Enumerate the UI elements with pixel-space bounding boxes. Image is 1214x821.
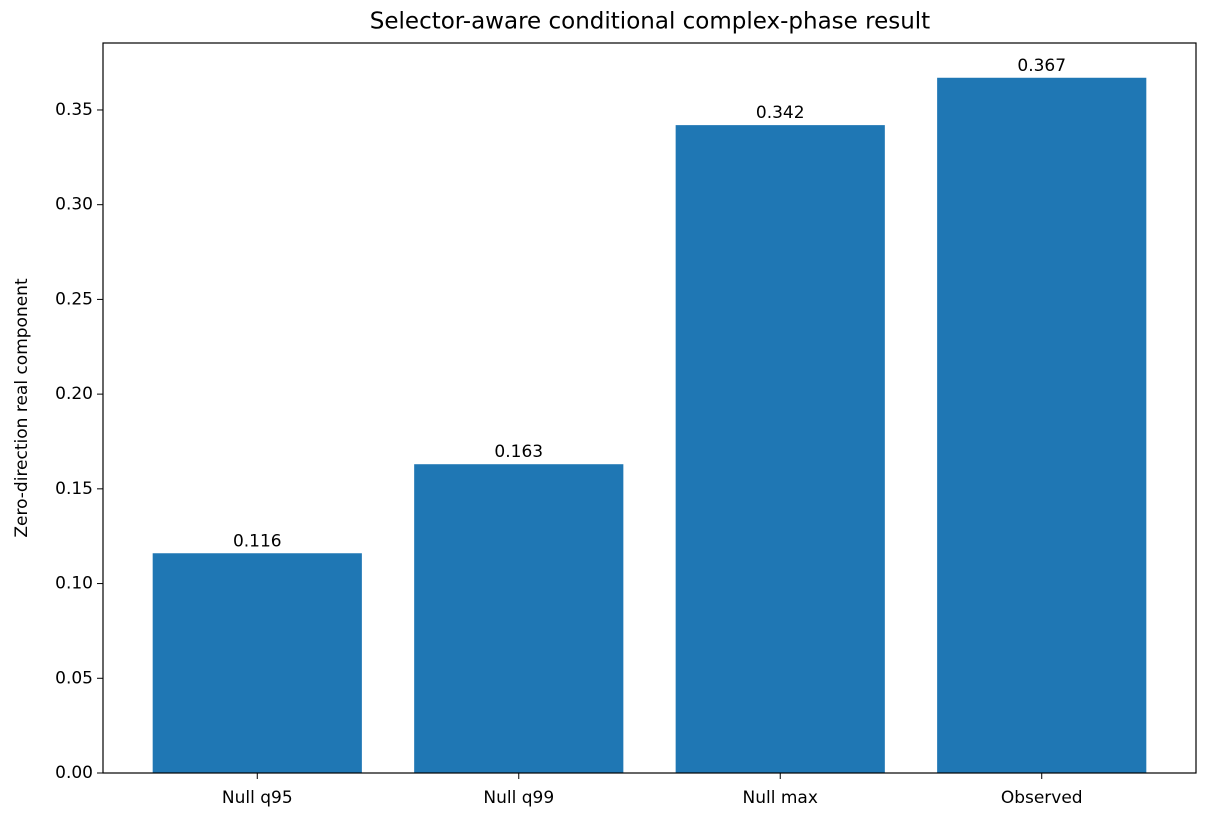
bar bbox=[414, 464, 624, 773]
value-label: 0.116 bbox=[233, 531, 282, 551]
value-label: 0.342 bbox=[756, 103, 805, 123]
y-tick-label: 0.15 bbox=[55, 479, 93, 499]
y-tick-label: 0.00 bbox=[55, 763, 93, 783]
value-label: 0.163 bbox=[494, 442, 543, 462]
x-tick-label: Observed bbox=[1001, 788, 1083, 808]
y-tick-label: 0.35 bbox=[55, 100, 93, 120]
plot-frame bbox=[102, 42, 1197, 774]
bar bbox=[675, 125, 885, 773]
x-tick-label: Null q99 bbox=[483, 788, 554, 808]
y-axis-label: Zero-direction real component bbox=[12, 278, 32, 538]
y-tick-label: 0.30 bbox=[55, 195, 93, 215]
value-label: 0.367 bbox=[1017, 56, 1066, 76]
y-tick-label: 0.10 bbox=[55, 574, 93, 594]
y-tick-label: 0.25 bbox=[55, 289, 93, 309]
bar bbox=[937, 77, 1147, 773]
x-tick-label: Null q95 bbox=[222, 788, 293, 808]
y-tick-label: 0.05 bbox=[55, 668, 93, 688]
chart-title: Selector-aware conditional complex-phase… bbox=[370, 9, 930, 35]
y-tick-label: 0.20 bbox=[55, 384, 93, 404]
x-tick-label: Null max bbox=[743, 788, 818, 808]
bar bbox=[152, 553, 362, 773]
